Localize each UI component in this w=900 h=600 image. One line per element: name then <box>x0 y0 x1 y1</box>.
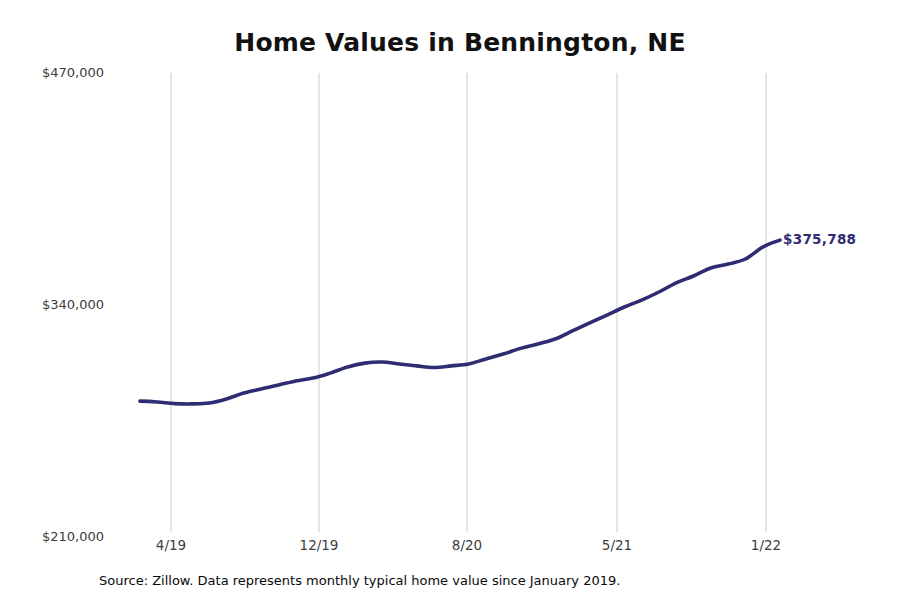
y-tick-label: $210,000 <box>42 529 104 544</box>
x-tick-label: 4/19 <box>156 537 186 553</box>
last-value-label: $375,788 <box>783 231 856 247</box>
x-tick-label: 12/19 <box>300 537 339 553</box>
chart-page: Home Values in Bennington, NE $470,000 $3… <box>0 0 900 600</box>
chart-title: Home Values in Bennington, NE <box>20 28 900 57</box>
gridlines <box>171 73 766 532</box>
home-values-chart <box>0 0 900 600</box>
x-tick-label: 5/21 <box>602 537 632 553</box>
home-value-line <box>140 240 780 404</box>
y-tick-label: $340,000 <box>42 297 104 312</box>
x-tick-label: 8/20 <box>452 537 482 553</box>
source-note: Source: Zillow. Data represents monthly … <box>99 573 620 588</box>
x-tick-label: 1/22 <box>751 537 781 553</box>
y-tick-label: $470,000 <box>42 65 104 80</box>
